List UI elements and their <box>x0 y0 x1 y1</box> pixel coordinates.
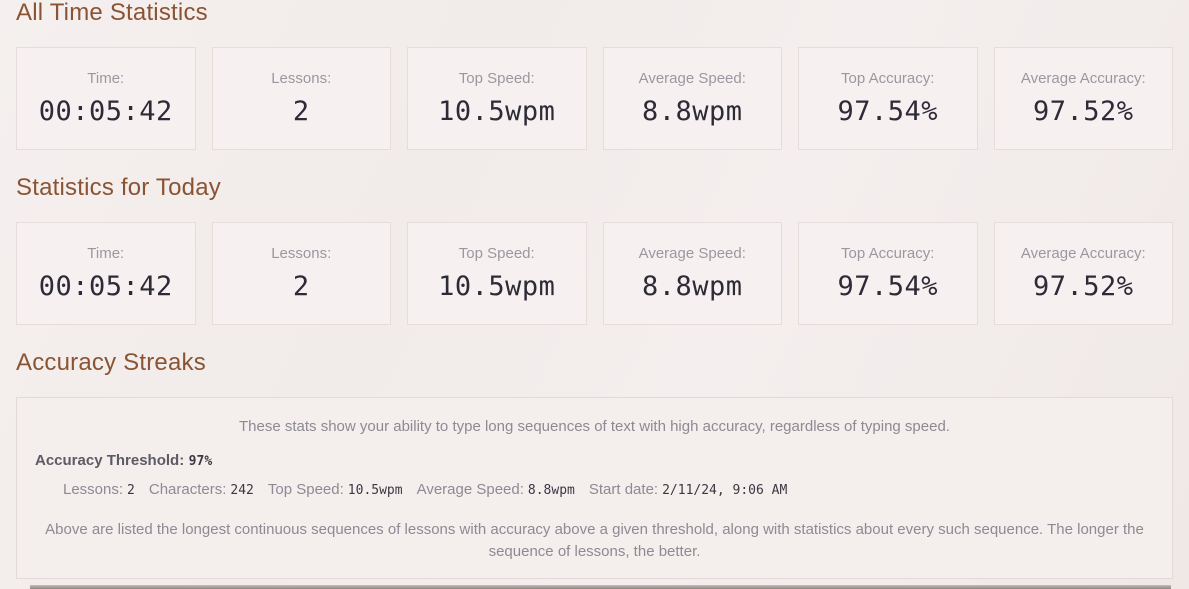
stat-label: Time: <box>87 245 125 262</box>
all-time-statistics-title: All Time Statistics <box>16 0 208 26</box>
streak-stat-average-speed: Average Speed: 8.8wpm <box>417 481 575 498</box>
stat-card-top-accuracy: Top Accuracy: 97.54% <box>798 222 978 325</box>
streaks-footnote: Above are listed the longest continuous … <box>45 521 1144 560</box>
streak-stat-label: Characters: <box>148 481 227 498</box>
stat-value: 97.54% <box>837 271 939 302</box>
stat-value: 97.52% <box>1032 271 1134 302</box>
today-stats-row: Time: 00:05:42 Lessons: 2 Top Speed: 10.… <box>16 222 1173 325</box>
stat-value: 8.8wpm <box>641 96 743 127</box>
stat-label: Top Speed: <box>458 70 535 87</box>
stat-card-top-speed: Top Speed: 10.5wpm <box>407 222 587 325</box>
accuracy-threshold-line: Accuracy Threshold: 97% <box>35 452 1154 470</box>
streak-stat-top-speed: Top Speed: 10.5wpm <box>268 481 403 498</box>
stat-value: 00:05:42 <box>38 96 173 127</box>
stat-label: Lessons: <box>271 245 332 262</box>
stat-value: 97.54% <box>837 96 939 127</box>
streaks-description: These stats show your ability to type lo… <box>239 418 950 435</box>
today-statistics-title: Statistics for Today <box>16 174 221 201</box>
streak-stat-value: 10.5wpm <box>347 483 403 498</box>
streak-stat-start-date: Start date: 2/11/24, 9:06 AM <box>589 481 787 498</box>
streak-stat-lessons: Lessons: 2 <box>63 481 135 498</box>
streak-stat-value: 2/11/24, 9:06 AM <box>662 483 788 498</box>
stat-value: 00:05:42 <box>38 271 173 302</box>
stat-card-top-accuracy: Top Accuracy: 97.54% <box>798 47 978 150</box>
stat-card-average-accuracy: Average Accuracy: 97.52% <box>993 47 1173 150</box>
streak-stat-value: 8.8wpm <box>527 483 575 498</box>
stat-card-average-speed: Average Speed: 8.8wpm <box>602 222 782 325</box>
stat-card-average-accuracy: Average Accuracy: 97.52% <box>993 222 1173 325</box>
stat-card-time: Time: 00:05:42 <box>16 47 196 150</box>
bottom-cutoff-bar <box>30 585 1171 589</box>
stat-card-lessons: Lessons: 2 <box>211 222 391 325</box>
all-time-stats-row: Time: 00:05:42 Lessons: 2 Top Speed: 10.… <box>16 47 1173 150</box>
stat-label: Average Speed: <box>638 70 746 87</box>
stat-value: 10.5wpm <box>438 96 556 127</box>
stat-label: Average Accuracy: <box>1020 245 1146 262</box>
streak-stat-label: Average Speed: <box>416 481 524 498</box>
stat-value: 2 <box>292 96 310 127</box>
accuracy-threshold-value: 97% <box>188 454 213 469</box>
stat-value: 97.52% <box>1032 96 1134 127</box>
streak-stat-characters: Characters: 242 <box>149 481 254 498</box>
stat-card-lessons: Lessons: 2 <box>211 47 391 150</box>
stat-label: Time: <box>87 70 125 87</box>
accuracy-threshold-label: Accuracy Threshold: <box>35 452 185 469</box>
stat-card-average-speed: Average Speed: 8.8wpm <box>602 47 782 150</box>
stat-value: 10.5wpm <box>438 271 556 302</box>
streak-stats-line: Lessons: 2 Characters: 242 Top Speed: 10… <box>35 481 1154 498</box>
streak-stat-value: 242 <box>230 483 254 498</box>
accuracy-streaks-title: Accuracy Streaks <box>16 349 206 376</box>
stat-value: 2 <box>292 271 310 302</box>
stat-label: Lessons: <box>271 70 332 87</box>
streak-stat-label: Lessons: <box>63 481 124 498</box>
streak-stat-label: Top Speed: <box>267 481 344 498</box>
stat-card-time: Time: 00:05:42 <box>16 222 196 325</box>
streak-stat-label: Start date: <box>588 481 659 498</box>
stat-label: Top Speed: <box>458 245 535 262</box>
stat-label: Top Accuracy: <box>841 70 935 87</box>
stat-label: Top Accuracy: <box>841 245 935 262</box>
stat-label: Average Speed: <box>638 245 746 262</box>
stat-label: Average Accuracy: <box>1020 70 1146 87</box>
stat-value: 8.8wpm <box>641 271 743 302</box>
accuracy-streaks-panel: These stats show your ability to type lo… <box>16 397 1173 579</box>
stat-card-top-speed: Top Speed: 10.5wpm <box>407 47 587 150</box>
streak-stat-value: 2 <box>127 483 135 498</box>
